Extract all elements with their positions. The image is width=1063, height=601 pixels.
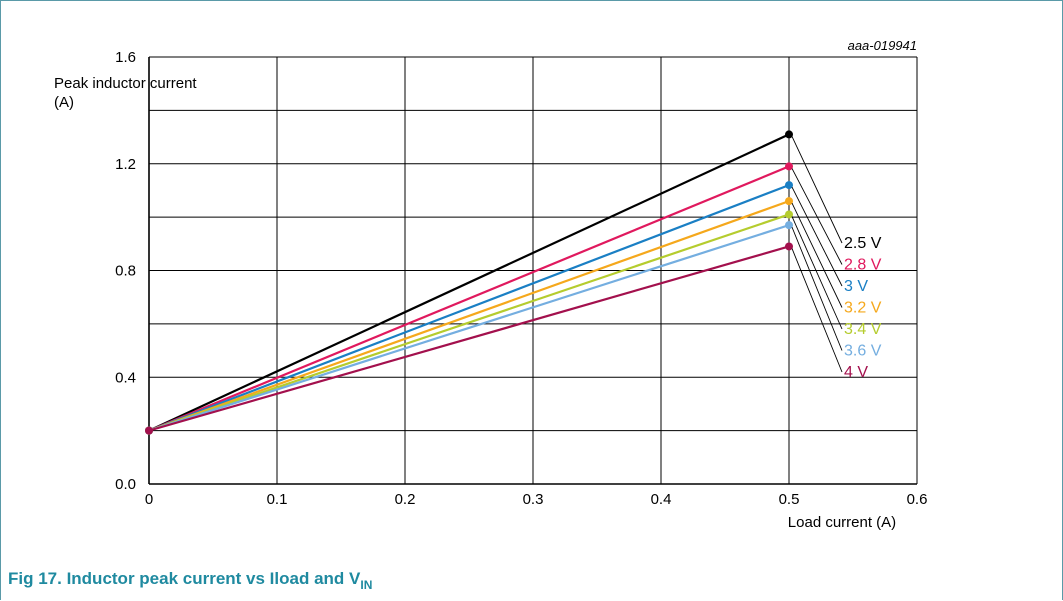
legend-leader-line (791, 216, 843, 330)
x-tick-label: 0.3 (523, 491, 544, 508)
x-tick-label: 0.1 (267, 491, 288, 508)
legend-leader-line (791, 248, 843, 373)
data-point (785, 210, 793, 219)
legend-label: 3 V (844, 278, 868, 295)
series-4-v (145, 242, 793, 435)
legend-label: 3.4 V (844, 321, 882, 338)
series-2-5-v (145, 130, 793, 435)
series-line (148, 133, 790, 432)
x-tick-label: 0.2 (395, 491, 416, 508)
y-tick-label: 0.4 (115, 369, 136, 386)
series-line (148, 213, 790, 432)
x-axis-label: Load current (A) (788, 514, 896, 531)
series-line (148, 200, 790, 432)
series-3-6-v (145, 221, 793, 435)
data-point (785, 197, 793, 206)
data-point (145, 426, 153, 435)
legend: 2.5 V 2.8 V 3 V 3.2 V 3.4 V 3.6 V 4 V (791, 136, 882, 381)
x-tick-label: 0.4 (651, 491, 672, 508)
legend-leader-line (791, 202, 843, 308)
data-point (785, 242, 793, 251)
legend-label: 3.6 V (844, 343, 882, 360)
data-point (785, 221, 793, 230)
series-line (148, 184, 790, 432)
legend-leader-line (791, 168, 843, 265)
chart-ref-id: aaa-019941 (848, 38, 917, 53)
x-tick-label: 0 (145, 491, 153, 508)
tick-labels: 0 0.1 0.2 0.3 0.4 0.5 0.6 0.0 0.4 0.8 1.2 1.6 (115, 49, 927, 508)
data-point (785, 130, 793, 139)
legend-leader-line (791, 226, 843, 351)
grid (148, 56, 918, 485)
caption-subscript: IN (360, 578, 373, 592)
y-axis-label-line1: Peak inductor current (54, 75, 197, 92)
series-group (145, 130, 793, 435)
legend-label: 3.2 V (844, 300, 882, 317)
y-tick-label: 0.0 (115, 476, 136, 493)
x-tick-label: 0.6 (907, 491, 928, 508)
y-tick-label: 1.2 (115, 156, 136, 173)
series-line (148, 245, 790, 432)
x-tick-label: 0.5 (779, 491, 800, 508)
data-point (785, 162, 793, 171)
y-tick-label: 1.6 (115, 49, 136, 66)
legend-leader-line (791, 186, 843, 287)
series-line (148, 165, 790, 432)
legend-leader-line (791, 136, 843, 244)
figure-caption: Fig 17. Inductor peak current vs Iload a… (8, 569, 373, 592)
legend-label: 4 V (844, 364, 868, 381)
chart: 2.5 V 2.8 V 3 V 3.2 V 3.4 V 3.6 V 4 V aaa-0199… (54, 38, 927, 531)
series-line (148, 224, 790, 432)
y-tick-label: 0.8 (115, 263, 136, 280)
legend-label: 2.8 V (844, 257, 882, 274)
legend-label: 2.5 V (844, 235, 882, 252)
data-point (785, 181, 793, 190)
y-axis-label-line2: (A) (54, 94, 74, 111)
caption-text: Fig 17. Inductor peak current vs Iload a… (8, 569, 361, 588)
